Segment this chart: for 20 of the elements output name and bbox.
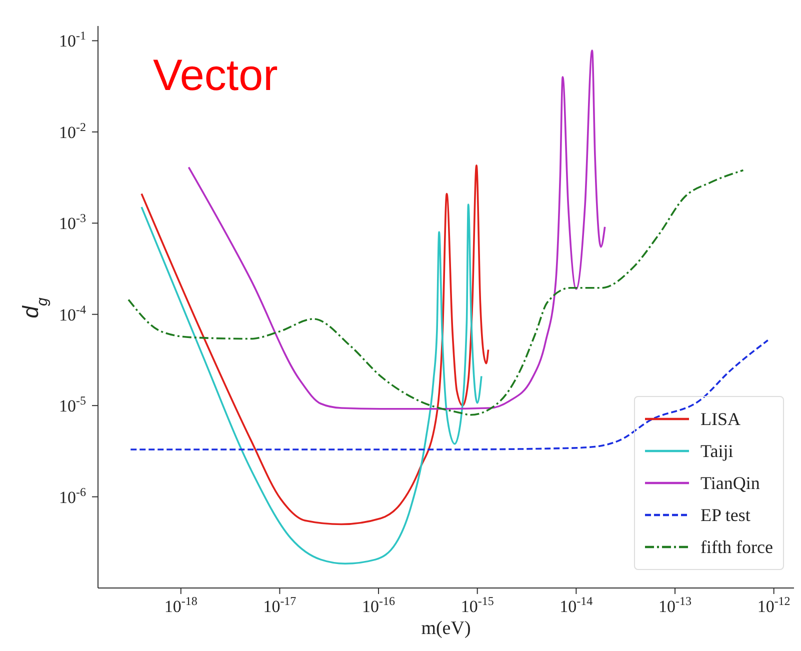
x-tick-label: 10$^{-14}$ [560, 594, 593, 616]
x-tick-label: 10$^{-17}$ [263, 594, 296, 616]
x-axis-title: m(eV) [421, 618, 471, 639]
x-tick-label: 10$^{-15}$ [460, 594, 494, 616]
legend-label: fifth force [700, 536, 773, 558]
legend-label: TianQin [700, 472, 760, 494]
y-tick-label: 10$^{-3}$ [59, 211, 86, 234]
legend-label: LISA [700, 408, 741, 430]
x-tick-label: 10$^{-18}$ [164, 594, 198, 616]
x-tick-label: 10$^{-13}$ [658, 594, 692, 616]
x-tick-label: 10$^{-12}$ [757, 594, 790, 616]
legend-label: Taiji [700, 440, 734, 462]
y-tick-label: 10$^{-2}$ [59, 120, 86, 142]
y-tick-label: 10$^{-1}$ [59, 28, 86, 51]
x-tick-label: 10$^{-16}$ [362, 594, 396, 616]
legend-label: EP test [700, 504, 750, 526]
text: Vector [153, 51, 278, 100]
y-tick-label: 10$^{-5}$ [59, 394, 86, 416]
y-tick-label: 10$^{-6}$ [59, 484, 86, 507]
y-tick-label: 10$^{-4}$ [59, 302, 86, 324]
